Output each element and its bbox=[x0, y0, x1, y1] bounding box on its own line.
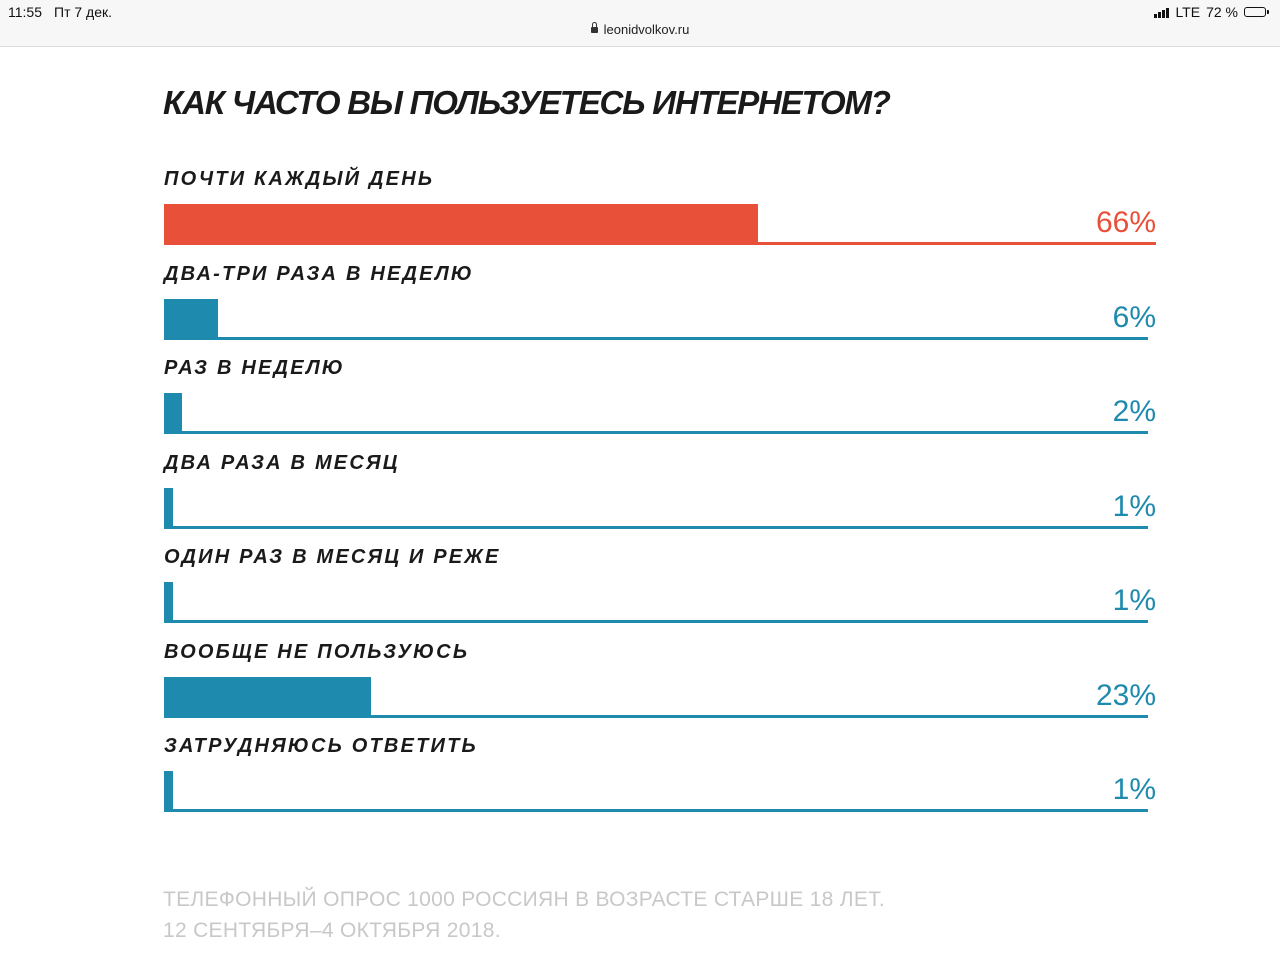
status-time: 11:55 bbox=[8, 4, 42, 20]
status-indicators: LTE 72 % bbox=[1154, 4, 1269, 20]
value-label: 6% bbox=[1112, 300, 1156, 334]
category-label: ДВА РАЗА В МЕСЯЦ bbox=[164, 451, 400, 474]
url-text: leonidvolkov.ru bbox=[603, 22, 690, 37]
bar bbox=[164, 771, 173, 811]
lock-icon bbox=[590, 22, 598, 33]
category-label: ВООБЩЕ НЕ ПОЛЬЗУЮСЬ bbox=[164, 640, 470, 663]
value-label: 23% bbox=[1095, 678, 1156, 712]
value-label: 2% bbox=[1112, 395, 1156, 428]
value-label: 66% bbox=[1095, 206, 1156, 239]
status-bar: 11:55 Пт 7 дек. LTE 72 % leonidvolkov.ru bbox=[0, 0, 1280, 47]
footnote-line-2: 12 СЕНТЯБРЯ–4 ОКТЯБРЯ 2018. bbox=[163, 919, 501, 942]
battery-percent: 72 % bbox=[1206, 4, 1238, 20]
value-label: 1% bbox=[1112, 584, 1156, 617]
bar-track bbox=[164, 714, 1148, 718]
bar-track bbox=[164, 525, 1148, 529]
bar bbox=[164, 582, 173, 622]
bar-track bbox=[164, 809, 1148, 812]
footnote-line-1: ТЕЛЕФОННЫЙ ОПРОС 1000 РОССИЯН В ВОЗРАСТЕ… bbox=[163, 888, 886, 911]
network-type: LTE bbox=[1175, 4, 1201, 20]
bar-track bbox=[164, 431, 1148, 434]
bar-track bbox=[164, 336, 1148, 340]
battery-icon bbox=[1244, 7, 1269, 17]
value-label: 1% bbox=[1112, 773, 1156, 806]
chart-title: КАК ЧАСТО ВЫ ПОЛЬЗУЕТЕСЬ ИНТЕРНЕТОМ? bbox=[163, 84, 891, 121]
value-label: 1% bbox=[1112, 489, 1156, 523]
address-bar[interactable]: leonidvolkov.ru bbox=[0, 22, 1280, 37]
category-label: ЗАТРУДНЯЮСЬ ОТВЕТИТЬ bbox=[164, 735, 478, 757]
status-date: Пт 7 дек. bbox=[54, 4, 113, 20]
category-label: ОДИН РАЗ В МЕСЯЦ И РЕЖЕ bbox=[164, 546, 501, 568]
footnote: ТЕЛЕФОННЫЙ ОПРОС 1000 РОССИЯН В ВОЗРАСТЕ… bbox=[163, 884, 885, 946]
bar bbox=[164, 298, 218, 339]
bar-track bbox=[164, 620, 1148, 623]
bar bbox=[164, 204, 758, 244]
bar bbox=[164, 676, 371, 717]
category-label: РАЗ В НЕДЕЛЮ bbox=[164, 357, 345, 379]
category-label: ДВА-ТРИ РАЗА В НЕДЕЛЮ bbox=[164, 262, 474, 285]
bar bbox=[164, 393, 182, 433]
bar bbox=[164, 487, 173, 528]
category-label: ПОЧТИ КАЖДЫЙ ДЕНЬ bbox=[164, 168, 435, 190]
signal-icon bbox=[1154, 7, 1170, 18]
